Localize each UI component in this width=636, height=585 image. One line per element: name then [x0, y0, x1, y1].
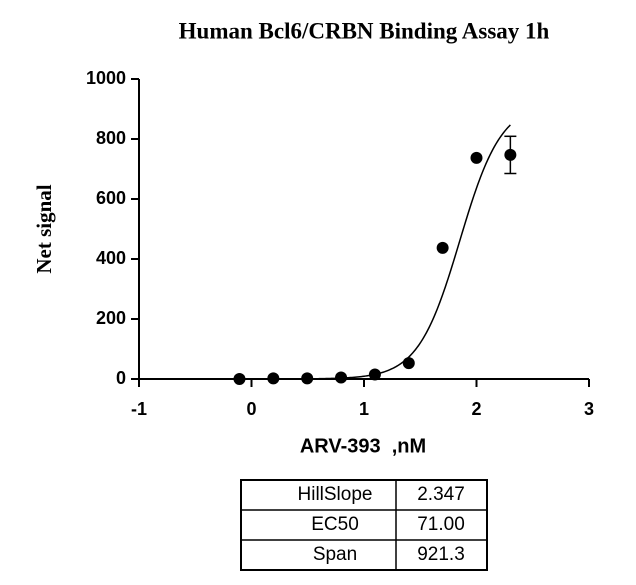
x-axis-label: ARV-393 ,nM [300, 435, 426, 457]
table-label: Span [313, 544, 357, 565]
table-value: 921.3 [417, 544, 465, 565]
data-point [301, 372, 314, 385]
x-tick-label: 0 [246, 399, 256, 419]
data-point [267, 372, 280, 385]
y-tick-label: 400 [96, 248, 126, 268]
x-tick-label: 3 [584, 399, 594, 419]
table-label: EC50 [311, 514, 359, 535]
y-axis-label: Net signal [32, 184, 56, 273]
fit-curve [239, 124, 511, 380]
data-point [402, 357, 415, 370]
y-tick-label: 0 [116, 368, 126, 388]
fit-table [240, 479, 488, 571]
data-point [368, 368, 381, 381]
data-point [335, 371, 348, 384]
x-tick-label: -1 [131, 399, 147, 419]
table-value: 71.00 [417, 514, 465, 535]
table-border [240, 479, 488, 571]
y-tick-label: 600 [96, 188, 126, 208]
y-tick-label: 800 [96, 128, 126, 148]
x-tick-label: 2 [471, 399, 481, 419]
x-tick-label: 1 [359, 399, 369, 419]
data-point [436, 241, 449, 254]
data-point [504, 148, 517, 161]
data-point [233, 373, 246, 385]
chart-title: Human Bcl6/CRBN Binding Assay 1h [179, 18, 550, 43]
y-tick-label: 1000 [86, 68, 126, 88]
table-value: 2.347 [417, 484, 465, 505]
y-tick-label: 200 [96, 308, 126, 328]
data-point [470, 151, 483, 164]
table-label: HillSlope [298, 484, 373, 505]
